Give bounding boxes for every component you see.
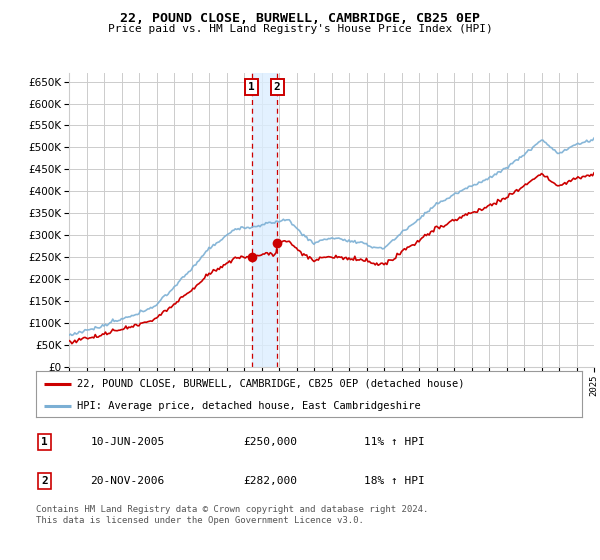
Bar xyxy=(252,73,277,367)
Text: 1: 1 xyxy=(41,437,48,447)
Text: 11% ↑ HPI: 11% ↑ HPI xyxy=(364,437,424,447)
Text: 10-JUN-2005: 10-JUN-2005 xyxy=(91,437,165,447)
Text: 20-NOV-2006: 20-NOV-2006 xyxy=(91,476,165,486)
Text: Contains HM Land Registry data © Crown copyright and database right 2024.
This d: Contains HM Land Registry data © Crown c… xyxy=(36,505,428,525)
Text: £282,000: £282,000 xyxy=(244,476,298,486)
Text: 1: 1 xyxy=(248,82,255,92)
Text: 2: 2 xyxy=(41,476,48,486)
Text: 22, POUND CLOSE, BURWELL, CAMBRIDGE, CB25 0EP (detached house): 22, POUND CLOSE, BURWELL, CAMBRIDGE, CB2… xyxy=(77,379,464,389)
Text: 18% ↑ HPI: 18% ↑ HPI xyxy=(364,476,424,486)
Text: 22, POUND CLOSE, BURWELL, CAMBRIDGE, CB25 0EP: 22, POUND CLOSE, BURWELL, CAMBRIDGE, CB2… xyxy=(120,12,480,25)
Text: Price paid vs. HM Land Registry's House Price Index (HPI): Price paid vs. HM Land Registry's House … xyxy=(107,24,493,34)
Text: HPI: Average price, detached house, East Cambridgeshire: HPI: Average price, detached house, East… xyxy=(77,401,421,410)
Text: £250,000: £250,000 xyxy=(244,437,298,447)
Text: 2: 2 xyxy=(274,82,280,92)
